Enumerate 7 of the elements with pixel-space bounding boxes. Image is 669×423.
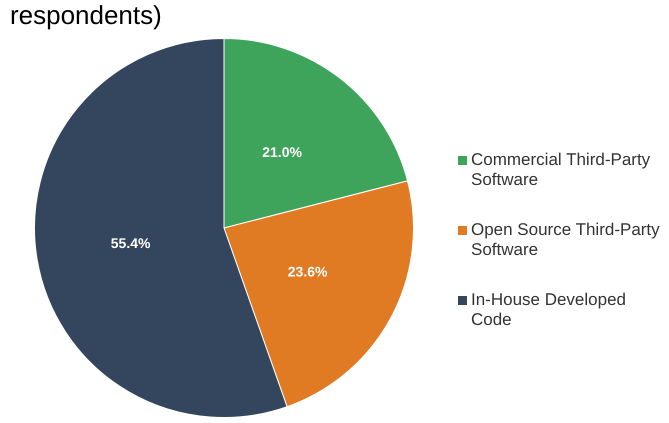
data-label: 55.4% (110, 234, 152, 251)
data-label: 23.6% (288, 263, 328, 280)
data-label: 21.0% (262, 144, 302, 160)
legend-label: Commercial Third-Party Software (471, 150, 652, 190)
legend-label: In-House Developed Code (471, 290, 627, 330)
chart-title: respondents) (10, 0, 162, 31)
legend-label: Open Source Third-Party Software (471, 220, 661, 260)
